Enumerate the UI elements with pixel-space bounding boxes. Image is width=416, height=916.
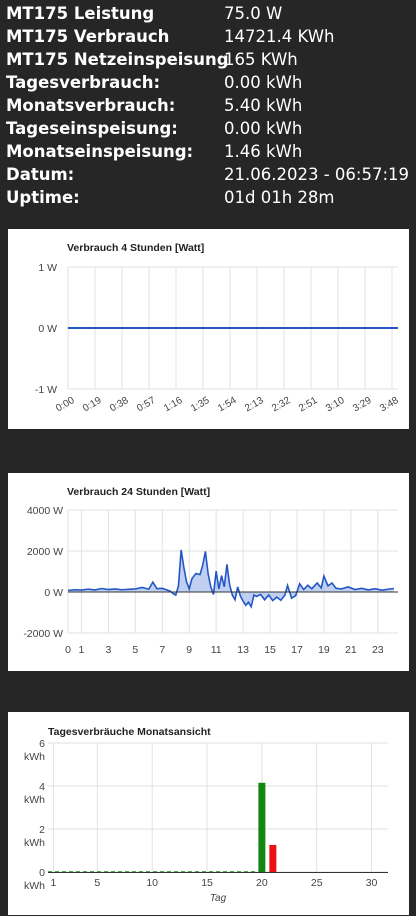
x-tick-label: 0:00 <box>54 395 77 414</box>
chart-24h-panel: Verbrauch 24 Stunden [Watt] 4000 W 2000 W 0… <box>8 473 409 671</box>
chart-4h-panel: Verbrauch 4 Stunden [Watt] 1 W 0 W -1 W 0:00… <box>8 229 409 429</box>
y-tick-label: 2 <box>39 824 45 836</box>
chart-month-panel: Tagesverbräuche Monatsansicht 6 kWh 4 kWh 2 kW… <box>8 712 409 915</box>
stat-value: 165 KWh <box>224 50 298 69</box>
chart-title: Tagesverbräuche Monatsansicht <box>48 726 211 738</box>
x-tick-label: 1 <box>79 644 85 656</box>
x-tick-label: 10 <box>146 877 158 889</box>
stat-value: 75.0 W <box>224 4 283 23</box>
x-tick-label: 30 <box>366 877 378 889</box>
bar <box>258 782 266 872</box>
x-tick-label: 3:10 <box>324 395 347 414</box>
x-tick-label: 17 <box>291 644 303 656</box>
chart-4h: Verbrauch 4 Stunden [Watt] 1 W 0 W -1 W0:00… <box>35 242 401 414</box>
x-tick-label: 19 <box>318 644 330 656</box>
x-axis-label: Tag <box>210 893 227 904</box>
stat-label: Uptime: <box>6 188 80 207</box>
x-tick-label: 5 <box>94 877 100 889</box>
y-tick-label: -1 W <box>35 384 57 396</box>
x-tick-label: 0:19 <box>81 395 104 414</box>
x-tick-label: 1:54 <box>216 395 239 414</box>
x-tick-label: 1 <box>51 877 57 889</box>
x-tick-label: 2:51 <box>297 395 320 414</box>
y-tick-label: 6 <box>39 738 45 750</box>
x-tick-label: 2:32 <box>270 395 293 414</box>
x-tick-label: 0:38 <box>108 395 131 414</box>
x-tick-label: 3 <box>105 644 111 656</box>
x-tick-label: 9 <box>186 644 192 656</box>
y-tick-label: 4000 W <box>27 505 63 517</box>
chart-24h: Verbrauch 24 Stunden [Watt] 4000 W 2000 W 0… <box>23 486 398 656</box>
series-line <box>67 549 395 609</box>
stat-value: 01d 01h 28m <box>224 188 335 207</box>
stat-value: 5.40 kWh <box>224 96 303 115</box>
y-tick-unit: kWh <box>24 794 45 806</box>
chart-title: Verbrauch 4 Stunden [Watt] <box>67 242 204 254</box>
x-tick-label: 3:48 <box>378 395 401 414</box>
x-tick-label: 1:35 <box>189 395 212 414</box>
stat-label: MT175 Leistung <box>6 4 155 23</box>
chart-month: Tagesverbräuche Monatsansicht6kWh4kWh2kW… <box>24 726 388 904</box>
x-tick-label: 25 <box>311 877 323 889</box>
stat-label: Datum: <box>6 165 75 184</box>
y-tick-unit: kWh <box>24 837 45 849</box>
x-tick-label: 13 <box>237 644 249 656</box>
x-tick-label: 21 <box>345 644 357 656</box>
y-tick-label: 0 <box>39 867 45 879</box>
x-tick-label: 15 <box>201 877 213 889</box>
y-tick-label: 0 W <box>44 587 63 599</box>
y-tick-label: 0 W <box>38 323 57 335</box>
stat-label: MT175 Verbrauch <box>6 27 170 46</box>
x-tick-label: 20 <box>256 877 268 889</box>
x-tick-label: 23 <box>372 644 384 656</box>
x-tick-label: 2:13 <box>243 395 266 414</box>
x-tick-label: 5 <box>132 644 138 656</box>
x-tick-label: 3:29 <box>351 395 374 414</box>
stat-value: 1.46 kWh <box>224 142 303 161</box>
stat-label: Tageseinspeisung: <box>6 119 178 138</box>
x-tick-label: 11 <box>211 644 222 656</box>
y-tick-label: 1 W <box>38 262 57 274</box>
stat-label: Monatseinspeisung: <box>6 142 194 161</box>
y-tick-label: 4 <box>39 781 45 793</box>
stat-value: 21.06.2023 - 06:57:19 <box>224 165 410 184</box>
stat-value: 0.00 kWh <box>224 119 303 138</box>
x-tick-label: 0:57 <box>135 395 158 414</box>
stat-value: 14721.4 KWh <box>224 27 335 46</box>
x-tick-label: 15 <box>264 644 276 656</box>
bar <box>269 844 277 872</box>
series-area <box>68 549 394 607</box>
x-tick-label: 1:16 <box>162 395 185 414</box>
chart-title: Verbrauch 24 Stunden [Watt] <box>67 486 210 498</box>
y-tick-unit: kWh <box>24 880 45 892</box>
y-tick-unit: kWh <box>24 751 45 763</box>
stat-label: Tagesverbrauch: <box>6 73 161 92</box>
x-tick-label: 7 <box>159 644 165 656</box>
stat-label: MT175 Netzeinspeisung <box>6 50 229 69</box>
x-tick-label: 0 <box>65 644 71 656</box>
y-tick-label: 2000 W <box>27 546 63 558</box>
stat-value: 0.00 kWh <box>224 73 303 92</box>
y-tick-label: -2000 W <box>23 628 63 640</box>
stat-label: Monatsverbrauch: <box>6 96 176 115</box>
